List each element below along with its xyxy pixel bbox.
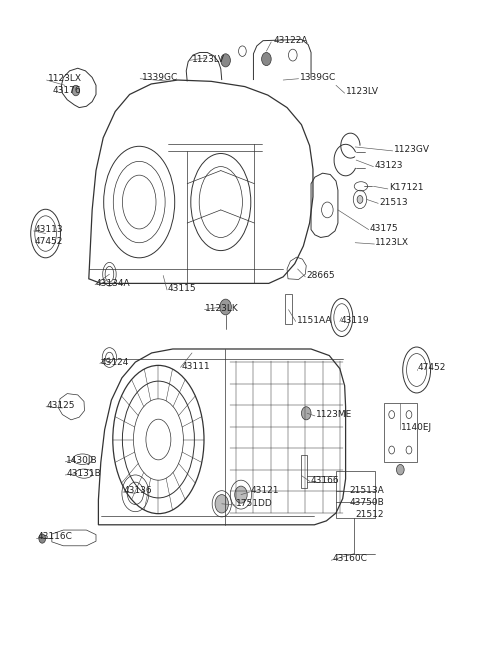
- Text: 43750B: 43750B: [349, 498, 384, 507]
- Bar: [384, 403, 417, 462]
- Text: 47452: 47452: [35, 237, 63, 246]
- Text: 47452: 47452: [418, 363, 446, 372]
- Circle shape: [396, 464, 404, 475]
- Circle shape: [221, 54, 230, 67]
- Text: 1123LV: 1123LV: [346, 87, 379, 96]
- Bar: [301, 455, 307, 488]
- Text: 28665: 28665: [306, 271, 335, 280]
- Text: 43175: 43175: [370, 224, 398, 233]
- Text: 1123GV: 1123GV: [394, 145, 430, 154]
- Text: 43111: 43111: [181, 361, 210, 371]
- Text: 1123LX: 1123LX: [375, 238, 409, 247]
- Text: 43119: 43119: [341, 316, 370, 325]
- Circle shape: [215, 495, 228, 513]
- Text: 43123: 43123: [374, 161, 403, 170]
- Circle shape: [220, 299, 231, 315]
- Circle shape: [357, 195, 363, 203]
- Text: 1430JB: 1430JB: [66, 456, 98, 465]
- Text: 43134A: 43134A: [96, 279, 131, 288]
- Text: 43124: 43124: [101, 358, 129, 367]
- Text: 1123LX: 1123LX: [48, 74, 82, 83]
- Text: 43113: 43113: [35, 225, 63, 234]
- Text: 1123LK: 1123LK: [205, 304, 239, 313]
- Text: 43125: 43125: [47, 401, 75, 410]
- Text: 43166: 43166: [311, 476, 340, 485]
- Text: 1339GC: 1339GC: [300, 73, 336, 82]
- Text: 43136: 43136: [124, 486, 153, 495]
- Text: 1151AA: 1151AA: [297, 316, 332, 325]
- Text: 43121: 43121: [251, 486, 279, 495]
- Text: 1751DD: 1751DD: [236, 499, 273, 508]
- Circle shape: [262, 52, 271, 66]
- Bar: [285, 294, 292, 324]
- Text: 43115: 43115: [168, 284, 197, 293]
- Text: 43176: 43176: [53, 86, 82, 95]
- Text: 43160C: 43160C: [332, 554, 367, 564]
- Text: 43131B: 43131B: [66, 469, 101, 478]
- Circle shape: [39, 534, 46, 543]
- Text: 43122A: 43122A: [274, 36, 308, 45]
- Text: 1123LV: 1123LV: [192, 54, 225, 64]
- Text: 43116C: 43116C: [37, 532, 72, 541]
- Bar: [336, 471, 375, 518]
- Circle shape: [72, 85, 80, 96]
- Text: 21513: 21513: [379, 197, 408, 207]
- Text: 1123ME: 1123ME: [316, 410, 352, 419]
- Text: K17121: K17121: [389, 183, 423, 192]
- Text: 21512: 21512: [355, 510, 384, 519]
- Circle shape: [301, 407, 311, 420]
- Text: 1140EJ: 1140EJ: [401, 423, 432, 432]
- Circle shape: [235, 486, 247, 503]
- Text: 1339GC: 1339GC: [142, 73, 178, 82]
- Text: 21513A: 21513A: [349, 486, 384, 495]
